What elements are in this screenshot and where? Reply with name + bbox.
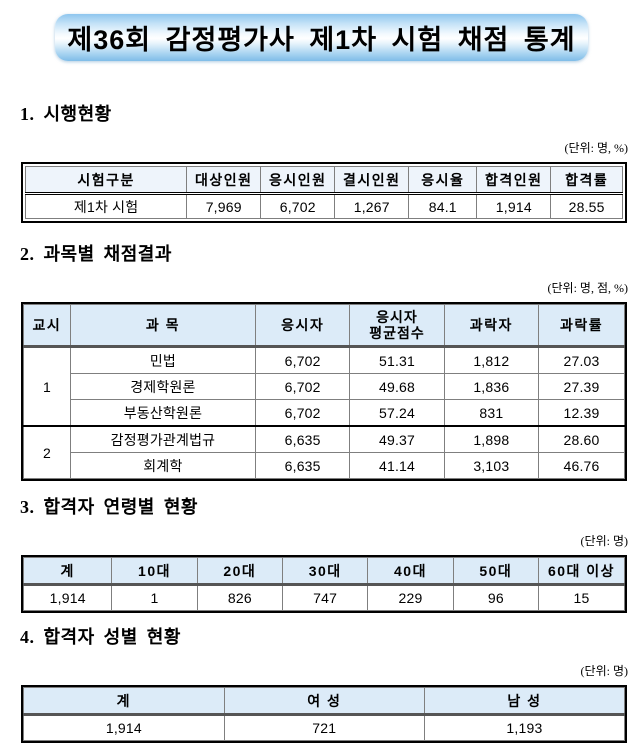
table-data-cell: 7,969 (186, 193, 262, 219)
table-row: 경제학원론 6,702 49.68 1,836 27.39 (24, 373, 625, 400)
table-data-cell: 6,635 (254, 425, 351, 453)
table-data-cell: 1,836 (443, 373, 540, 400)
table-data-cell: 46.76 (538, 452, 625, 479)
table-data-cell: 27.03 (538, 345, 625, 374)
subject-cell: 부동산학원론 (69, 399, 256, 427)
table-data-cell: 1,914 (22, 584, 113, 611)
table-data-cell: 6,702 (254, 345, 351, 374)
table-header-line: 응시자 (376, 309, 418, 325)
table-header-cell: 응시인원 (260, 166, 336, 195)
table-header-cell: 과락자 (443, 304, 540, 348)
table-header-cell: 20대 (196, 557, 284, 586)
table-header-cell: 30대 (281, 557, 369, 586)
table-header-cell: 40대 (367, 557, 454, 586)
table-header-cell: 60대 이상 (537, 557, 626, 586)
table-header-cell: 여 성 (223, 687, 425, 716)
table-data-cell: 96 (452, 584, 539, 611)
subject-cell: 회계학 (69, 452, 256, 479)
section-3-unit-label: (단위: 명) (580, 534, 628, 548)
table-data-cell: 15 (537, 584, 626, 611)
table-data-cell: 1,193 (423, 714, 626, 741)
period-cell: 1 (23, 345, 71, 427)
title-banner: 제36회 감정평가사 제1차 시험 채점 통계 (55, 14, 588, 61)
age-distribution-table: 계 10대 20대 30대 40대 50대 60대 이상 1,914 1 826… (21, 555, 627, 613)
section-4-heading: 4. 합격자 성별 현황 (20, 627, 181, 647)
table-header-line: 평균점수 (369, 325, 425, 341)
subject-cell: 감정평가관계법규 (69, 425, 256, 453)
table-data-cell: 28.60 (538, 425, 625, 453)
table-data-cell: 1,267 (334, 193, 410, 219)
table-header-row: 계 10대 20대 30대 40대 50대 60대 이상 (22, 557, 626, 586)
period-cell: 2 (23, 425, 71, 479)
table-data-cell: 51.31 (349, 345, 445, 374)
table-data-cell: 831 (443, 399, 540, 427)
section-3-heading: 3. 합격자 연령별 현황 (20, 497, 198, 517)
table-row: 1 민법 6,702 51.31 1,812 27.03 (23, 345, 625, 427)
table-header-row: 교시 과 목 응시자 응시자 평균점수 과락자 과락률 (23, 304, 625, 348)
gender-distribution-table: 계 여 성 남 성 1,914 721 1,193 (21, 685, 627, 743)
section-1-unit-label: (단위: 명, %) (564, 141, 628, 155)
section-1-heading: 1. 시행현황 (20, 104, 112, 124)
table-data-cell: 1 (111, 584, 198, 611)
table-header-cell: 시험구분 (24, 166, 188, 195)
table-data-cell: 6,635 (254, 452, 351, 479)
table-header-cell: 교시 (23, 304, 71, 348)
table-data-cell: 12.39 (538, 399, 625, 427)
table-data-cell: 1,898 (443, 425, 540, 453)
table-data-cell: 826 (196, 584, 284, 611)
table-data-cell: 27.39 (538, 373, 625, 400)
implementation-status-table: 시험구분 대상인원 응시인원 결시인원 응시율 합격인원 합격률 제1차 시험 … (21, 162, 627, 223)
table-data-cell: 747 (281, 584, 369, 611)
table-data-cell: 84.1 (408, 193, 478, 219)
table-header-cell: 남 성 (423, 687, 626, 716)
table-data-cell: 41.14 (349, 452, 445, 479)
table-row: 제1차 시험 7,969 6,702 1,267 84.1 1,914 28.5… (24, 193, 623, 219)
document-title: 제36회 감정평가사 제1차 시험 채점 통계 (67, 25, 576, 55)
table-data-cell: 49.37 (349, 425, 445, 453)
table-row: 2 감정평가관계법규 6,635 49.37 1,898 28.60 (23, 425, 625, 479)
table-data-cell: 1,812 (443, 345, 540, 374)
table-data-cell: 1,914 (476, 193, 552, 219)
table-data-cell: 6,702 (260, 193, 336, 219)
table-header-row: 시험구분 대상인원 응시인원 결시인원 응시율 합격인원 합격률 (24, 166, 623, 195)
subject-cell: 민법 (69, 345, 256, 374)
table-header-cell: 대상인원 (186, 166, 262, 195)
table-row: 1,914 721 1,193 (23, 714, 626, 741)
table-header-cell: 계 (22, 557, 113, 586)
table-data-cell: 1,914 (23, 714, 225, 741)
table-header-cell: 과락률 (538, 304, 625, 348)
table-data-cell: 제1차 시험 (24, 193, 188, 219)
subject-scoring-table: 교시 과 목 응시자 응시자 평균점수 과락자 과락률 1 민법 6,702 5… (21, 302, 627, 481)
table-header-cell: 계 (23, 687, 225, 716)
table-row: 1,914 1 826 747 229 96 15 (22, 584, 626, 611)
table-header-cell: 50대 (452, 557, 539, 586)
table-row: 부동산학원론 6,702 57.24 831 12.39 (24, 399, 625, 427)
table-header-cell: 10대 (111, 557, 198, 586)
table-data-cell: 6,702 (254, 399, 351, 427)
section-4-unit-label: (단위: 명) (580, 664, 628, 678)
table-data-cell: 6,702 (254, 373, 351, 400)
table-data-cell: 28.55 (550, 193, 623, 219)
table-header-row: 계 여 성 남 성 (23, 687, 626, 716)
table-header-cell: 응시자 (254, 304, 351, 348)
section-2-heading: 2. 과목별 채점결과 (20, 244, 172, 264)
section-2-unit-label: (단위: 명, 점, %) (547, 281, 628, 295)
table-data-cell: 3,103 (443, 452, 540, 479)
table-data-cell: 721 (223, 714, 425, 741)
table-row: 회계학 6,635 41.14 3,103 46.76 (24, 452, 625, 479)
subject-cell: 경제학원론 (69, 373, 256, 400)
table-header-cell: 합격인원 (476, 166, 552, 195)
table-header-cell: 응시자 평균점수 (349, 304, 445, 348)
table-header-cell: 합격률 (550, 166, 623, 195)
table-header-cell: 응시율 (408, 166, 478, 195)
table-data-cell: 229 (367, 584, 454, 611)
table-data-cell: 49.68 (349, 373, 445, 400)
table-data-cell: 57.24 (349, 399, 445, 427)
table-header-cell: 과 목 (69, 304, 256, 348)
table-header-cell: 결시인원 (334, 166, 410, 195)
